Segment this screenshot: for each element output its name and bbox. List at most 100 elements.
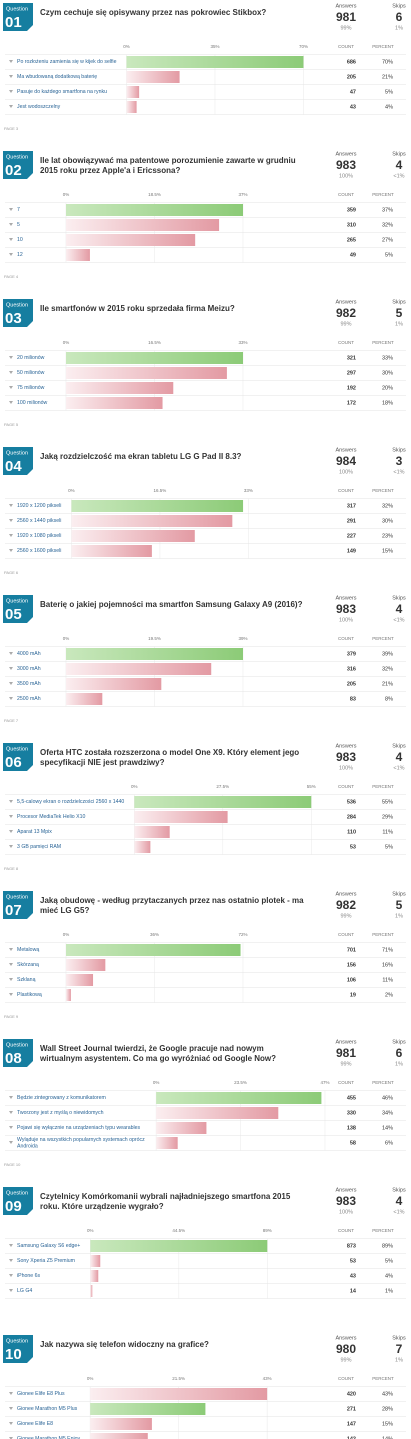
option-icon (9, 60, 13, 63)
answers-label: Answers (335, 743, 356, 749)
option-icon (9, 800, 13, 803)
question-title: Czym cechuje się opisywany przez nas pok… (40, 8, 266, 17)
option-icon (9, 504, 13, 507)
question-badge (3, 1187, 33, 1215)
percent-value: 39% (382, 651, 393, 657)
badge-label: Question (6, 1190, 28, 1196)
percent-header: PERCENT (372, 192, 394, 197)
count-value: 321 (347, 355, 356, 361)
x-tick-label: 0% (63, 636, 70, 641)
option-label: Tworzony jest z myślą o niewidomych (17, 1110, 104, 1116)
option-label: 3500 mAh (17, 681, 41, 687)
option-icon (9, 1244, 13, 1247)
percent-header: PERCENT (372, 44, 394, 49)
question-title: Jaką obudowę - według przytaczanych prze… (40, 896, 306, 915)
x-tick-label: 0% (87, 1376, 94, 1381)
percent-header: PERCENT (372, 340, 394, 345)
option-icon (9, 238, 13, 241)
percent-value: 21% (382, 74, 393, 80)
option-icon (9, 75, 13, 78)
option-icon (9, 1392, 13, 1395)
percent-value: 14% (382, 1436, 393, 1439)
page-label: PAGE 6 (4, 570, 19, 575)
answers-label: Answers (335, 595, 356, 601)
bar (134, 841, 151, 853)
badge-label: Question (6, 154, 28, 160)
count-value: 156 (347, 962, 356, 968)
answers-count: 983 (336, 750, 356, 764)
skips-count: 5 (396, 306, 403, 320)
count-value: 536 (347, 799, 356, 805)
percent-value: 43% (382, 1391, 393, 1397)
bar (71, 530, 195, 542)
bar (66, 204, 243, 216)
count-value: 192 (347, 385, 356, 391)
option-icon (9, 1274, 13, 1277)
question-number: 02 (5, 162, 22, 179)
percent-value: 5% (385, 89, 393, 95)
skips-percent: <1% (393, 173, 404, 179)
option-label: 10 (17, 237, 23, 243)
option-icon (9, 1126, 13, 1129)
bar (126, 101, 137, 113)
option-icon (9, 534, 13, 537)
question-badge (3, 1039, 33, 1067)
option-icon (9, 1407, 13, 1410)
count-value: 43 (350, 104, 356, 110)
count-value: 227 (347, 533, 356, 539)
bar (90, 1255, 101, 1267)
count-value: 686 (347, 59, 356, 65)
option-label: Samsung Galaxy S6 edge+ (17, 1243, 80, 1249)
skips-percent: <1% (393, 469, 404, 475)
answers-percent: 100% (339, 173, 353, 179)
count-value: 149 (347, 548, 356, 554)
bar (90, 1270, 99, 1282)
skips-count: 4 (396, 158, 403, 172)
count-header: COUNT (338, 1080, 354, 1085)
x-tick-label: 0% (87, 1228, 94, 1233)
bar (66, 249, 90, 261)
bar (90, 1285, 93, 1297)
percent-value: 4% (385, 104, 393, 110)
percent-value: 8% (385, 696, 393, 702)
option-label: Gionee Marathon M5 Plus (17, 1406, 78, 1412)
option-label: 5 (17, 222, 20, 228)
x-tick-label: 37% (238, 192, 247, 197)
skips-label: Skips (392, 743, 406, 749)
answers-count: 982 (336, 306, 356, 320)
answers-percent: 99% (340, 913, 351, 919)
badge-label: Question (6, 1338, 28, 1344)
question-title: Jak nazywa się telefon widoczny na grafi… (40, 1340, 209, 1349)
option-icon (9, 667, 13, 670)
question-title: Oferta HTC została rozszerzona o model O… (40, 748, 301, 767)
x-tick-label: 16.5% (148, 340, 161, 345)
percent-value: 34% (382, 1110, 393, 1116)
skips-count: 5 (396, 898, 403, 912)
option-icon (9, 386, 13, 389)
option-label: 12 (17, 252, 23, 258)
bar (156, 1092, 322, 1104)
percent-value: 11% (382, 977, 393, 983)
option-label: 1920 x 1080 pikseli (17, 533, 61, 539)
option-label: 100 milionów (17, 400, 48, 406)
page-label: PAGE 9 (4, 1014, 19, 1019)
page-label: PAGE 5 (4, 422, 19, 427)
skips-percent: <1% (393, 765, 404, 771)
count-header: COUNT (338, 488, 354, 493)
answers-label: Answers (335, 1335, 356, 1341)
count-value: 53 (350, 1258, 356, 1264)
bar (134, 796, 312, 808)
question-title: Baterię o jakiej pojemności ma smartfon … (40, 600, 303, 609)
question-block: Question 09 Czytelnicy Komórkomanii wybral… (3, 1187, 406, 1299)
option-icon (9, 371, 13, 374)
question-block: Question 01 Czym cechuje się opisywany prz… (3, 3, 406, 131)
count-value: 701 (347, 947, 356, 953)
badge-label: Question (6, 302, 28, 308)
option-icon (9, 208, 13, 211)
option-icon (9, 948, 13, 951)
count-value: 455 (347, 1095, 356, 1101)
question-number: 06 (5, 754, 22, 771)
option-label: Będzie zintegrowany z komunikatorem (17, 1095, 106, 1101)
count-value: 83 (350, 696, 356, 702)
bar (66, 693, 103, 705)
